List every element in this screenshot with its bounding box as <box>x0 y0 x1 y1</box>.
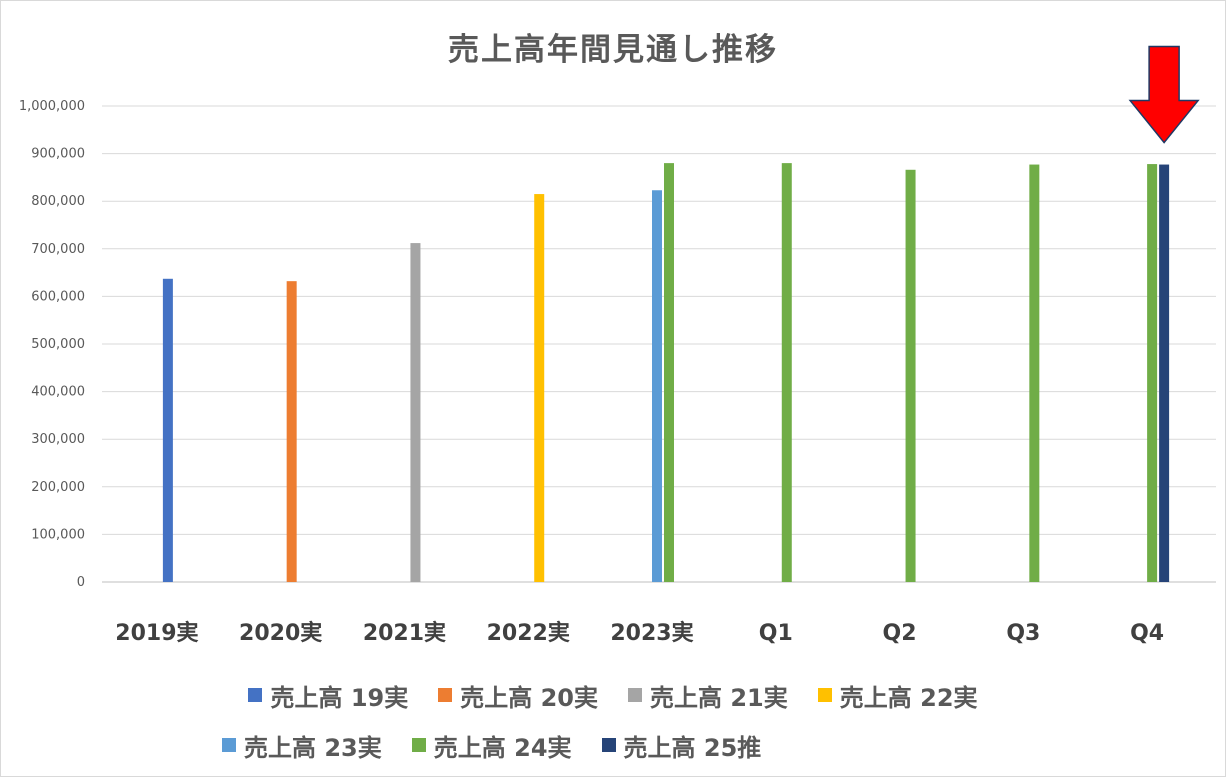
bar-Q3-売上高-24実 <box>1029 164 1040 582</box>
x-axis-tick-labels: 2019実 2020実 2021実 2022実 2023実 Q1 Q2 Q3 Q4 <box>115 620 1164 646</box>
y-tick-label: 200,000 <box>31 480 85 495</box>
x-tick-label: 2022実 <box>487 620 570 646</box>
y-tick-label: 600,000 <box>31 289 85 304</box>
legend-item: 売上高 21実 <box>628 678 788 713</box>
legend-item: 売上高 23実 <box>222 728 382 763</box>
legend-item: 売上高 25推 <box>601 728 762 763</box>
legend-item: 売上高 22実 <box>817 678 978 713</box>
legend-swatch <box>628 688 642 702</box>
x-tick-label: 2019実 <box>115 620 198 646</box>
legend-swatch <box>438 688 453 702</box>
red-arrow-icon <box>1128 45 1200 144</box>
bar-Q4-売上高-24実 <box>1147 164 1158 582</box>
legend-item: 売上高 24実 <box>411 728 572 763</box>
legend-swatch <box>411 738 426 752</box>
legend-item: 売上高 19実 <box>248 678 408 713</box>
x-tick-label: Q3 <box>1006 621 1040 646</box>
legend-row: 売上高 23実 売上高 24実 売上高 25推 <box>0 720 1226 770</box>
bar-2020実-売上高-20実 <box>286 281 297 582</box>
y-tick-label: 100,000 <box>31 527 85 542</box>
y-tick-label: 500,000 <box>31 337 85 352</box>
x-tick-label: Q2 <box>883 621 917 646</box>
x-tick-label: Q4 <box>1130 621 1164 646</box>
legend-label: 売上高 22実 <box>839 683 978 712</box>
legend-row: 売上高 19実 売上高 20実 売上高 21実 売上高 22実 <box>0 670 1226 720</box>
bar-2023実-売上高-23実 <box>652 190 662 582</box>
legend-swatch <box>248 688 263 702</box>
legend-label: 売上高 23実 <box>244 733 382 762</box>
y-axis-tick-labels: 0 100,000 200,000 300,000 400,000 500,000 600,… <box>19 99 85 590</box>
bar-Q4-売上高-25推 <box>1159 164 1170 582</box>
legend: 売上高 19実 売上高 20実 売上高 21実 売上高 22実 売上高 23実 売上高 2… <box>0 670 1226 770</box>
legend-label: 売上高 19実 <box>270 683 409 712</box>
bar-2021実-売上高-21実 <box>410 243 421 582</box>
x-tick-label: 2021実 <box>363 620 446 646</box>
legend-swatch <box>601 738 616 752</box>
legend-label: 売上高 21実 <box>650 683 788 712</box>
legend-label: 売上高 25推 <box>623 733 762 762</box>
y-tick-label: 700,000 <box>31 242 85 257</box>
x-tick-label: 2020実 <box>239 620 322 646</box>
bar-Q2-売上高-24実 <box>905 169 916 582</box>
bar-2019実-売上高-19実 <box>162 278 173 582</box>
y-tick-label: 1,000,000 <box>19 99 85 114</box>
bar-2022実-売上高-22実 <box>534 194 545 582</box>
legend-label: 売上高 20実 <box>460 683 598 712</box>
bar-2023実-売上高-24実 <box>664 163 674 582</box>
y-tick-label: 900,000 <box>31 147 85 162</box>
legend-swatch <box>222 738 236 752</box>
y-tick-label: 800,000 <box>31 194 85 209</box>
annotation <box>1128 45 1200 144</box>
legend-label: 売上高 24実 <box>433 733 572 762</box>
legend-swatch <box>817 688 832 702</box>
bar-Q1-売上高-24実 <box>781 163 792 582</box>
y-tick-label: 400,000 <box>31 385 85 400</box>
y-tick-label: 0 <box>77 575 85 590</box>
bars <box>162 163 1170 582</box>
legend-item: 売上高 20実 <box>438 678 598 713</box>
chart-title: 売上高年間見通し推移 <box>448 32 778 68</box>
x-tick-label: Q1 <box>759 621 793 646</box>
y-tick-label: 300,000 <box>31 432 85 447</box>
x-tick-label: 2023実 <box>610 620 693 646</box>
